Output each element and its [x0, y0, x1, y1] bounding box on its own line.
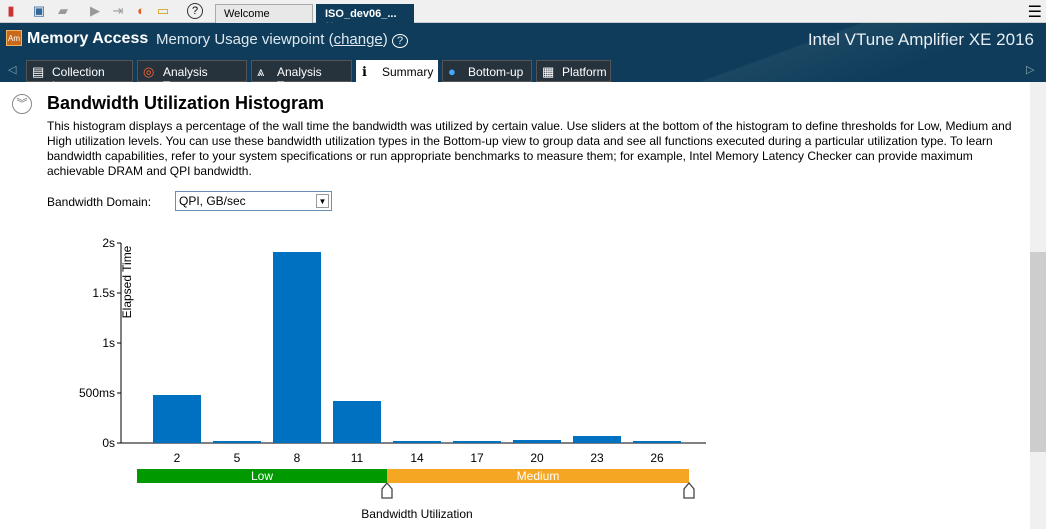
tab-welcome[interactable]: Welcome — [215, 4, 313, 23]
tab-analysis-target[interactable]: ◎Analysis Target — [137, 60, 247, 82]
utilization-level-medium — [387, 469, 689, 483]
view-tabs: ◁ ▤Collection Log ◎Analysis Target ⩓Anal… — [0, 58, 1046, 82]
y-tick-label: 0s — [102, 436, 115, 450]
x-tick-label: 26 — [650, 451, 664, 465]
scroll-left-icon[interactable]: ◁ — [8, 64, 17, 76]
threshold-slider-handle[interactable] — [683, 481, 695, 499]
analysis-title: Memory Access — [27, 30, 149, 47]
product-name: Intel VTune Amplifier XE 2016 — [807, 30, 1034, 49]
histogram-bar — [633, 441, 681, 443]
chevron-down-icon: ▼ — [316, 194, 329, 208]
compass-icon: ⩓ — [257, 64, 265, 79]
histogram-bar — [333, 401, 381, 443]
collapse-section-icon[interactable]: ︾ — [12, 94, 32, 114]
help-icon[interactable]: ? — [391, 34, 409, 48]
histogram-bar — [153, 395, 201, 443]
result-header: Am Memory Access Memory Usage viewpoint … — [0, 23, 1046, 82]
start-icon[interactable]: ▶ — [90, 3, 100, 18]
utilization-level-label: Low — [251, 469, 273, 483]
utilization-level-low — [137, 469, 387, 483]
threshold-slider-handle[interactable] — [381, 481, 393, 499]
tab-summary[interactable]: ℹ Summary — [356, 60, 438, 82]
chart-icon[interactable]: ▮ — [7, 3, 15, 18]
section-title: Bandwidth Utilization Histogram — [47, 93, 324, 113]
help-icon[interactable]: ? — [187, 3, 203, 19]
x-tick-label: 17 — [470, 451, 484, 465]
x-tick-label: 20 — [530, 451, 544, 465]
scrollbar-thumb[interactable] — [1030, 252, 1046, 452]
histogram-bar — [453, 441, 501, 443]
new-project-icon[interactable]: ▣ — [32, 3, 46, 18]
tab-platform[interactable]: ▦ Platform — [536, 60, 611, 82]
viewpoint-label: Memory Usage viewpoint (change) ? — [156, 31, 409, 48]
analysis-logo-icon: Am — [6, 30, 22, 46]
vertical-scrollbar[interactable] — [1030, 82, 1046, 529]
x-tick-label: 2 — [174, 451, 181, 465]
change-viewpoint-link[interactable]: change — [333, 31, 383, 48]
bandwidth-domain-label: Bandwidth Domain: — [47, 195, 152, 209]
y-axis-label: Elapsed Time — [120, 245, 134, 318]
y-tick-label: 1.5s — [92, 286, 115, 300]
histogram-bar — [513, 440, 561, 443]
y-tick-label: 500ms — [79, 386, 115, 400]
histogram-bar — [213, 441, 261, 443]
menu-icon[interactable]: ☰ — [1027, 4, 1042, 21]
attach-icon[interactable]: ⇥ — [112, 3, 124, 18]
platform-icon: ▦ — [542, 64, 555, 79]
x-tick-label: 5 — [234, 451, 241, 465]
y-tick-label: 1s — [102, 336, 115, 350]
x-axis-label: Bandwidth Utilization — [361, 507, 472, 521]
tab-bottom-up[interactable]: ● Bottom-up — [442, 60, 532, 82]
x-tick-label: 11 — [351, 451, 364, 465]
x-tick-label: 23 — [590, 451, 604, 465]
tab-collection-log[interactable]: ▤Collection Log — [26, 60, 133, 82]
folder-icon[interactable]: ▭ — [156, 3, 170, 18]
utilization-level-label: Medium — [517, 469, 560, 483]
bandwidth-domain-select[interactable]: QPI, GB/sec ▼ — [175, 191, 332, 211]
info-icon: ℹ — [362, 64, 367, 79]
y-tick-label: 2s — [102, 236, 115, 250]
tab-analysis-type[interactable]: ⩓Analysis Type — [251, 60, 352, 82]
compare-icon[interactable]: ◐ — [137, 3, 145, 18]
histogram-bar — [393, 441, 441, 443]
histogram-bar — [573, 436, 621, 443]
bottom-up-icon: ● — [448, 64, 456, 79]
x-tick-label: 14 — [410, 451, 424, 465]
target-icon: ◎ — [143, 64, 155, 79]
histogram-bar — [273, 252, 321, 443]
section-description: This histogram displays a percentage of … — [47, 119, 1012, 178]
open-project-icon[interactable]: ▰ — [58, 3, 68, 18]
x-tick-label: 8 — [294, 451, 301, 465]
toolbar: ▮ ▣ ▰ ▶ ⇥ ◐ ▭ ? Welcome ISO_dev06_... ✕ … — [0, 0, 1046, 33]
log-icon: ▤ — [32, 64, 45, 79]
scroll-right-icon[interactable]: ▷ — [1026, 64, 1035, 76]
summary-content: ︾ Bandwidth Utilization Histogram This h… — [0, 82, 1030, 529]
